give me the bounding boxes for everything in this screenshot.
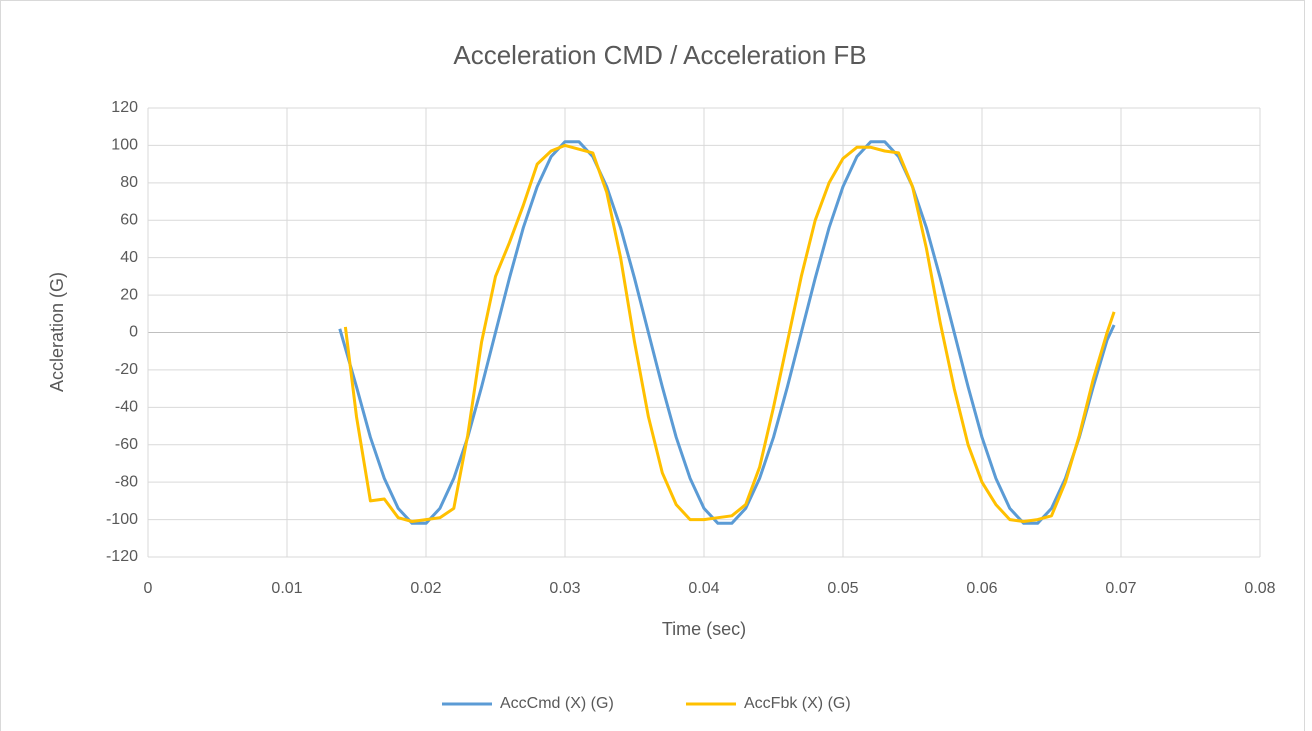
data-line [338,140,1116,525]
legend-label: AccCmd (X) (G) [500,695,614,712]
y-tick-label: 60 [120,211,138,228]
y-tick-label: 20 [120,286,138,303]
y-tick-label: 40 [120,249,138,266]
y-tick-label: -120 [106,548,138,565]
legend-label: AccFbk (X) (G) [744,695,851,712]
x-tick-label: 0.01 [271,580,302,597]
data-line [343,143,1116,523]
x-tick-label: 0.03 [549,580,580,597]
x-tick-label: 0.07 [1105,580,1136,597]
y-tick-label: 0 [129,324,138,341]
y-tick-label: -60 [115,436,138,453]
y-tick-label: 80 [120,174,138,191]
x-tick-label: 0.08 [1244,580,1275,597]
x-tick-label: 0.04 [688,580,719,597]
y-axis-title: Accleration (G) [47,272,67,392]
y-tick-label: 120 [111,99,138,116]
y-tick-label: -40 [115,399,138,416]
x-tick-label: 0 [144,580,153,597]
y-tick-label: -80 [115,473,138,490]
y-tick-label: 100 [111,137,138,154]
y-tick-label: -100 [106,511,138,528]
y-tick-label: -20 [115,361,138,378]
x-tick-label: 0.05 [827,580,858,597]
x-axis-title: Time (sec) [662,619,746,639]
x-tick-label: 0.02 [410,580,441,597]
x-tick-label: 0.06 [966,580,997,597]
chart-title: Acceleration CMD / Acceleration FB [453,40,866,70]
